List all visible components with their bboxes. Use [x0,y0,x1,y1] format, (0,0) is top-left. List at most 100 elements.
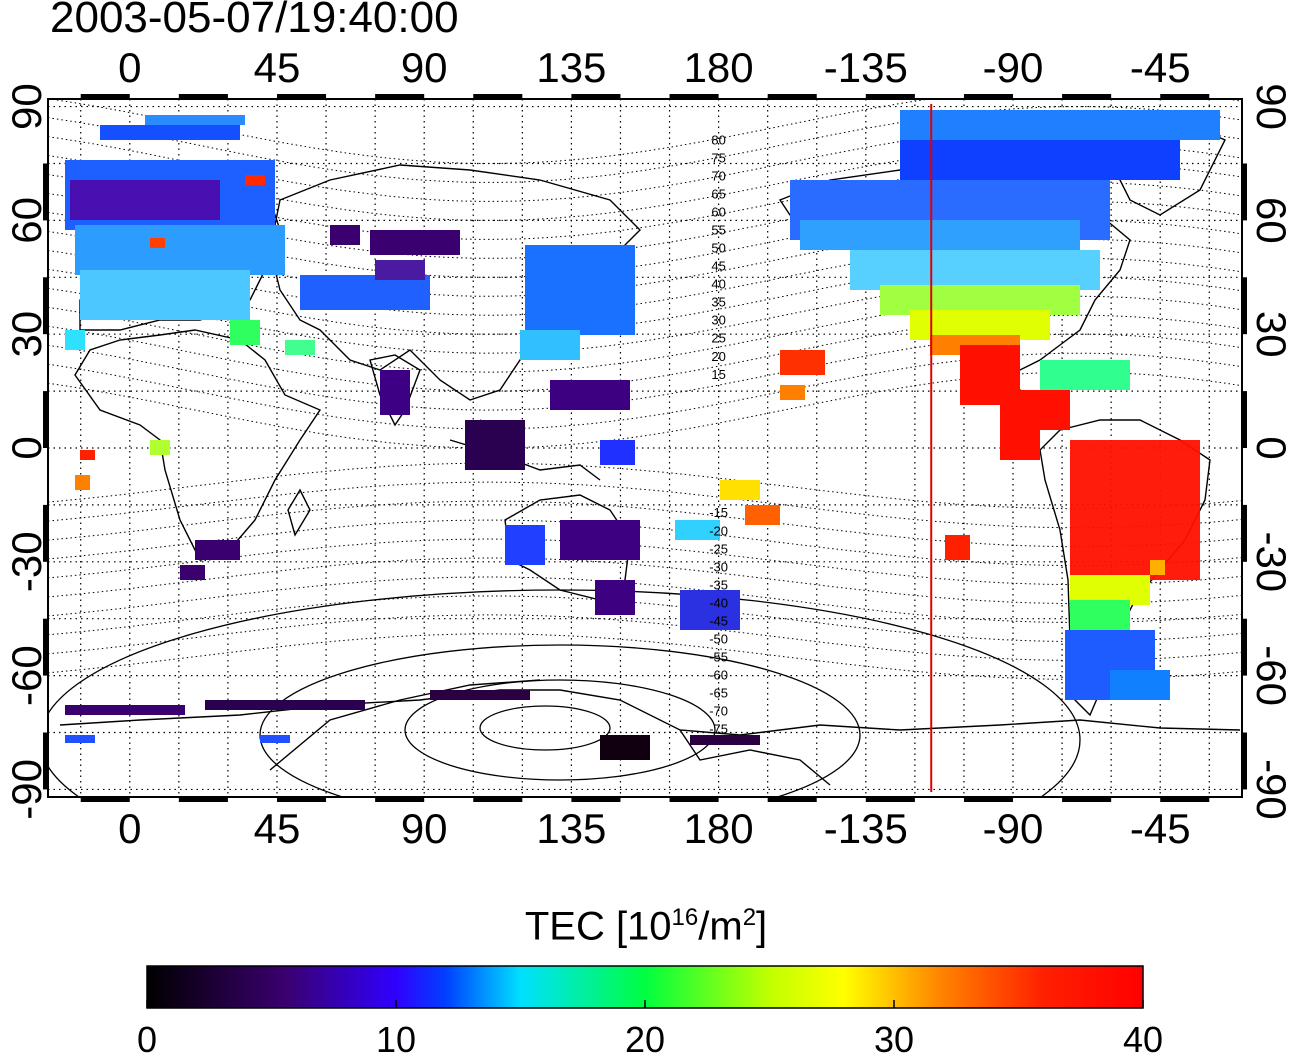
tec-data-points [65,110,1220,760]
contour-label: -70 [709,703,728,718]
tec-patch [80,450,95,460]
frame-bar-right [1242,732,1247,790]
frame-bar-top [1062,94,1112,99]
contour-line-south [479,705,611,751]
coastline-antarctica-coast [679,729,831,786]
top-axis-labels: 0 45 90 135 180 -135 -90 -45 [118,44,1190,91]
tec-patch [850,250,1100,290]
colorbar-ticks [146,1000,1144,1008]
contour-label: 25 [711,331,725,346]
frame-bar-left [43,504,48,562]
colorbar-tick-label: 40 [1123,1019,1163,1057]
contour-labels: 80 75 70 65 60 55 50 45 40 35 30 25 20 15 -15 -20 -25 -30… [709,133,728,737]
contour-label: 75 [711,151,725,166]
contour-label: 65 [711,187,725,202]
contour-label: -30 [709,559,728,574]
top-lon-label: 135 [536,44,606,91]
tec-patch [230,320,260,345]
contour-line [48,144,1242,221]
contour-line [48,200,1242,278]
contour-label: -20 [709,523,728,538]
frame-bar-top [963,94,1014,99]
frame-bar-top [669,94,719,99]
contour-label: -35 [709,577,728,592]
contour-label: 20 [711,349,725,364]
tec-patch [370,230,460,255]
contour-line [48,276,1242,354]
frame-bar-bottom [767,797,817,802]
bottom-lon-label: -90 [983,805,1044,852]
contour-label: 55 [711,223,725,238]
tec-patch [70,180,220,220]
top-lon-label: 90 [401,44,448,91]
frame-bar-left [43,163,48,221]
frame-bar-left [43,277,48,335]
right-lat-label: -60 [1248,645,1292,706]
tec-patch [945,535,970,560]
tec-patch [1000,430,1040,460]
tec-patch [900,110,1220,140]
contour-label: 60 [711,205,725,220]
contour-label: -75 [709,721,728,736]
frame-bar-bottom [375,797,425,802]
tec-patch [780,350,825,375]
tec-patch [380,370,410,415]
right-lat-label: 0 [1248,436,1292,459]
top-lon-label: -135 [824,44,908,91]
right-axis-labels: 90 60 30 0 -30 -60 -90 [1248,83,1292,820]
tec-patch [75,225,285,275]
frame-bar-bottom [669,797,719,802]
contour-label: -25 [709,541,728,556]
coastline-antarctic-ridge [269,679,541,771]
tec-patch [330,225,360,245]
frame-bar-top [178,94,228,99]
tec-patch [430,690,530,700]
contour-label: 35 [711,295,725,310]
tec-patch [505,525,545,565]
frame-bar-bottom [571,797,621,802]
contour-label: 50 [711,241,725,256]
right-lat-label: 60 [1248,197,1292,244]
tec-patch [1040,360,1130,390]
left-lat-label: 90 [3,83,50,130]
frame-border-bars [43,94,1247,802]
tec-patch [80,270,250,320]
top-lon-label: -45 [1130,44,1191,91]
contour-line [48,538,1242,586]
tec-patch [75,475,90,490]
contour-line-south [404,679,716,781]
frame-bar-bottom [276,797,327,802]
contour-label: 30 [711,313,725,328]
contour-line [48,481,1242,529]
bottom-lon-label: -135 [824,805,908,852]
tec-patch [285,340,315,355]
contour-line [48,219,1242,297]
top-lon-label: 180 [684,44,754,91]
contour-label: -65 [709,685,728,700]
bottom-lon-label: 180 [684,805,754,852]
colorbar-title: TEC [1016/m2] [524,904,768,949]
contour-line [48,519,1242,567]
tec-patch [150,238,165,248]
contour-label: -45 [709,613,728,628]
coastline-asia [269,164,641,401]
right-lat-label: -90 [1248,759,1292,820]
contour-line [48,106,1242,183]
contour-label: -60 [709,667,728,682]
tec-patch [65,330,85,350]
tec-patch [100,125,240,140]
frame-bar-bottom [865,797,915,802]
frame-bar-right [1242,391,1247,448]
tec-patch [195,540,240,560]
tec-patch [560,520,640,560]
coastline-madagascar [287,488,311,537]
tec-patch [900,140,1180,180]
tec-patch [465,420,525,470]
frame-bar-bottom [1062,797,1112,802]
tec-patch [720,480,760,500]
tec-patch [1000,390,1070,430]
left-lat-label: -90 [3,759,50,820]
bottom-lon-label: 135 [536,805,606,852]
frame-bar-bottom [1160,797,1210,802]
tec-patch [600,735,650,760]
